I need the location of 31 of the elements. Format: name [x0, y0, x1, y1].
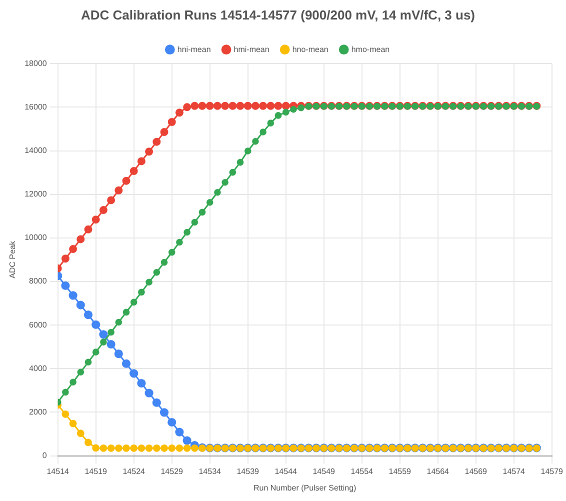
y-tick-label: 18000	[24, 58, 48, 68]
legend-label: hni-mean	[177, 44, 211, 54]
x-tick-label: 14574	[502, 466, 526, 476]
x-tick-label: 14529	[160, 466, 184, 476]
y-tick-label: 2000	[29, 407, 48, 416]
y-tick-label: 4000	[29, 364, 48, 373]
x-tick-label: 14569	[464, 466, 488, 476]
x-tick-label: 14559	[388, 466, 412, 476]
y-tick-label: 14000	[24, 146, 48, 155]
legend-label: hno-mean	[292, 44, 328, 54]
x-tick-label: 14544	[274, 466, 298, 476]
y-tick-label: 6000	[29, 320, 48, 330]
y-tick-label: 16000	[24, 102, 48, 112]
x-tick-label: 14519	[84, 466, 108, 476]
x-tick-label: 14539	[236, 466, 260, 476]
x-tick-label: 14564	[426, 466, 450, 476]
x-tick-label: 14534	[198, 466, 222, 476]
y-tick-label: 12000	[24, 190, 48, 199]
x-tick-label: 14524	[122, 466, 146, 476]
y-tick-label: 8000	[29, 276, 48, 286]
x-tick-label: 14514	[46, 466, 70, 476]
x-axis-title: Run Number (Pulser Setting)	[254, 483, 357, 492]
y-tick-label: 10000	[24, 233, 48, 242]
x-tick-label: 14554	[350, 466, 374, 476]
chart-title: ADC Calibration Runs 14514-14577 (900/200 mV, 14 mV/fC, 3 us)	[80, 7, 476, 22]
legend-label: hmi-mean	[234, 44, 270, 54]
legend-label: hmo-mean	[351, 44, 390, 54]
y-axis-title: ADC Peak	[8, 240, 18, 278]
y-tick-label: 0	[42, 451, 48, 460]
x-tick-label: 14579	[540, 466, 564, 476]
x-tick-label: 14549	[312, 466, 336, 476]
